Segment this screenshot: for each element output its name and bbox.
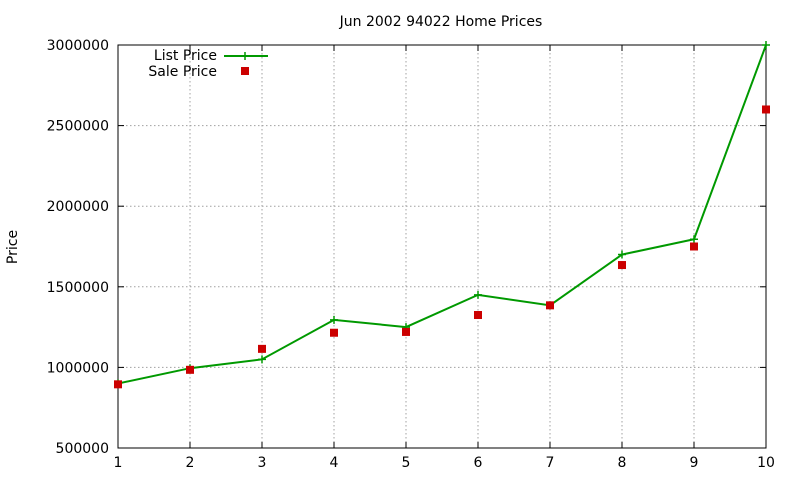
list-price-line xyxy=(117,44,767,385)
x-tick-label: 10 xyxy=(757,455,775,471)
sale-price-point xyxy=(690,242,698,251)
x-tick-label: 1 xyxy=(114,455,123,471)
y-tick-label: 1000000 xyxy=(47,360,109,376)
sale-price-point xyxy=(186,365,194,374)
series-layer xyxy=(114,41,770,389)
y-tick-label: 1500000 xyxy=(47,280,109,296)
y-tick-label: 3000000 xyxy=(47,38,109,54)
sale-price-point xyxy=(762,105,770,114)
list-price-point xyxy=(474,290,482,299)
sale-price-point xyxy=(114,380,122,389)
x-tick-label: 9 xyxy=(690,455,699,471)
y-tick-label: 500000 xyxy=(56,441,109,457)
x-tick-label: 7 xyxy=(546,455,555,471)
sale-price-point xyxy=(330,328,338,337)
plot-frame xyxy=(117,44,767,449)
legend-marker-sale-price xyxy=(241,67,249,75)
x-tick-label: 5 xyxy=(402,455,411,471)
sale-price-point xyxy=(474,311,482,320)
list-price-point xyxy=(258,355,266,364)
sale-price-point xyxy=(546,301,554,310)
list-price-point xyxy=(762,41,770,49)
legend-label-sale-price: Sale Price xyxy=(148,64,217,80)
x-tick-label: 4 xyxy=(330,455,339,471)
y-tick-label: 2000000 xyxy=(47,199,109,215)
legend-label-list-price: List Price xyxy=(154,48,217,64)
grid-layer xyxy=(118,45,766,448)
y-tick-label: 2500000 xyxy=(47,119,109,135)
x-tick-label: 3 xyxy=(258,455,267,471)
legend: List Price Sale Price xyxy=(148,48,268,80)
sale-price-point xyxy=(618,261,626,270)
sale-price-point xyxy=(258,344,266,353)
x-tick-label: 8 xyxy=(618,455,627,471)
legend-marker-list-price xyxy=(241,52,249,60)
x-tick-label: 2 xyxy=(186,455,195,471)
list-price-point xyxy=(690,235,698,244)
chart-title: Jun 2002 94022 Home Prices xyxy=(339,14,543,30)
y-axis-label: Price xyxy=(5,230,21,264)
list-price-point xyxy=(618,250,626,259)
ticks-layer: 1 2 3 4 5 6 7 8 9 10 500000 1000000 1500000 2000000 25… xyxy=(47,38,775,471)
list-price-point xyxy=(330,315,338,324)
x-tick-label: 6 xyxy=(474,455,483,471)
sale-price-point xyxy=(402,327,410,336)
